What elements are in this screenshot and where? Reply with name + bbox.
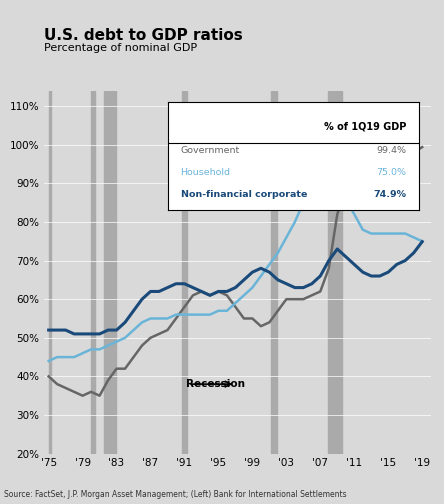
Bar	[91, 91, 95, 454]
Bar	[182, 91, 187, 454]
Text: Source: FactSet, J.P. Morgan Asset Management; (Left) Bank for International Set: Source: FactSet, J.P. Morgan Asset Manag…	[4, 490, 347, 499]
Bar	[328, 91, 341, 454]
Text: Percentage of nominal GDP: Percentage of nominal GDP	[44, 43, 198, 53]
Bar	[49, 91, 51, 454]
Text: Recession: Recession	[186, 379, 245, 389]
Bar	[271, 91, 277, 454]
Bar	[104, 91, 116, 454]
Text: U.S. debt to GDP ratios: U.S. debt to GDP ratios	[44, 28, 243, 43]
